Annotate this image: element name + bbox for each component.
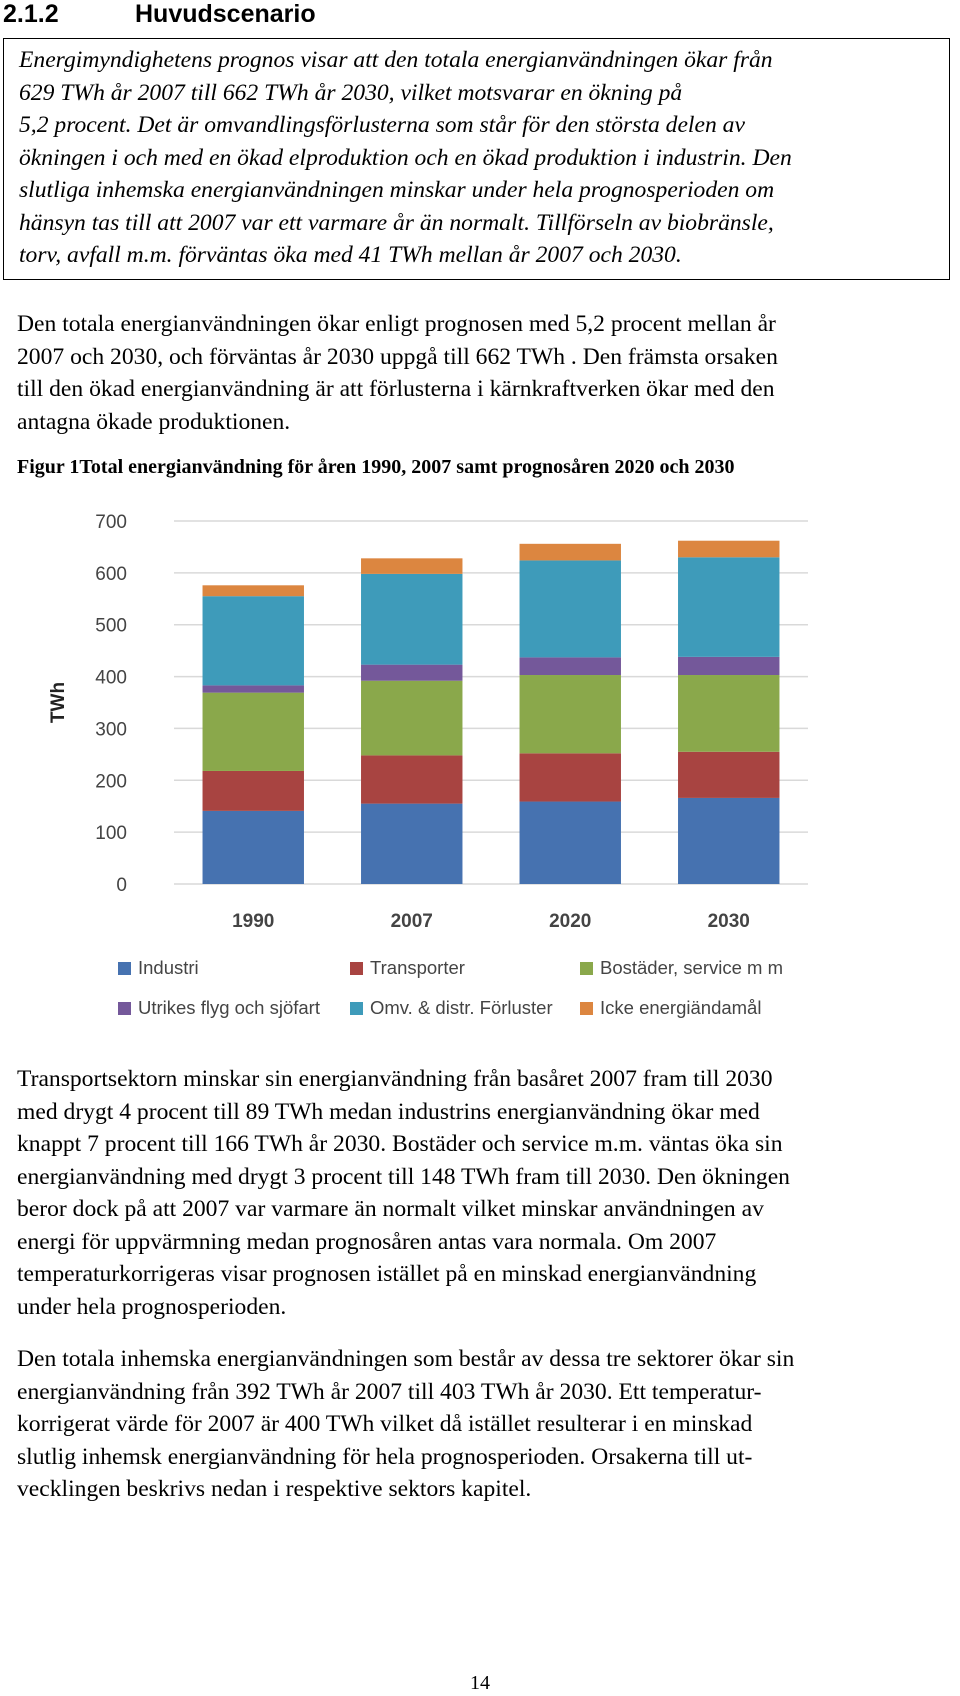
- legend-label: Industri: [138, 957, 199, 978]
- section-number: 2.1.2: [3, 0, 59, 28]
- bar-segment: [678, 557, 780, 657]
- bar-segment: [202, 692, 304, 771]
- bar-segment: [519, 560, 621, 658]
- bar-segment: [678, 540, 780, 558]
- paragraph-line: Den totala inhemska energianvändningen s…: [17, 1346, 795, 1372]
- x-tick-label: 2030: [708, 911, 750, 932]
- paragraph-line: under hela prognosperioden.: [17, 1293, 287, 1320]
- legend-swatch: [580, 1002, 593, 1015]
- bar-segment: [361, 755, 463, 804]
- y-axis-label: TWh: [48, 682, 69, 723]
- paragraph-line: antagna ökade produktionen.: [17, 408, 291, 435]
- summary-line: hänsyn tas till att 2007 var ett varmare…: [19, 209, 774, 236]
- x-tick-label: 2020: [549, 911, 591, 932]
- legend-label: Icke energiändamål: [600, 997, 761, 1018]
- bar-segment: [202, 685, 304, 693]
- y-tick-label: 200: [95, 771, 127, 792]
- bar-segment: [361, 680, 463, 756]
- y-tick-label: 0: [116, 875, 127, 896]
- summary-line: torv, avfall m.m. förväntas öka med 41 T…: [19, 242, 682, 268]
- bar-segment: [361, 558, 463, 574]
- summary-line: Energimyndighetens prognos visar att den…: [19, 47, 773, 73]
- legend-label: Bostäder, service m m: [600, 957, 783, 978]
- summary-line: slutliga inhemska energianvändningen min…: [19, 177, 775, 203]
- y-tick-label: 600: [95, 564, 127, 585]
- legend-swatch: [118, 962, 131, 975]
- page-number: 14: [470, 1672, 490, 1694]
- paragraph-line: beror dock på att 2007 var varmare än no…: [17, 1196, 764, 1222]
- paragraph-line: temperaturkorrigeras visar prognosen ist…: [17, 1261, 757, 1287]
- section-title: Huvudscenario: [135, 0, 316, 28]
- bar-segment: [519, 657, 621, 676]
- x-tick-label: 2007: [391, 911, 433, 932]
- figure-caption: Figur 1Total energianvändning för åren 1…: [17, 456, 735, 478]
- bar-segment: [202, 810, 304, 884]
- legend-label: Omv. & distr. Förluster: [370, 997, 553, 1018]
- summary-line: 629 TWh år 2007 till 662 TWh år 2030, vi…: [19, 79, 683, 106]
- paragraph-line: Den totala energianvändningen ökar enlig…: [17, 311, 776, 337]
- bar-segment: [678, 675, 780, 752]
- legend-label: Transporter: [370, 957, 465, 978]
- y-tick-label: 500: [95, 616, 127, 637]
- stacked-bar-chart: 0 100 200 300 400 500 600 700 TWh 1990 2007 2020 203…: [48, 512, 808, 1018]
- paragraph-line: slutlig inhemsk energianvändning för hel…: [17, 1443, 753, 1470]
- bar-segment: [361, 573, 463, 665]
- paragraph-line: med drygt 4 procent till 89 TWh medan in…: [17, 1098, 760, 1125]
- paragraph-1: Den totala energianvändningen ökar enlig…: [17, 308, 947, 438]
- paragraph-3: Transportsektorn minskar sin energianvän…: [17, 1063, 947, 1323]
- paragraph-4: Den totala inhemska energianvändningen s…: [17, 1343, 947, 1506]
- y-tick-label: 700: [95, 512, 127, 533]
- legend-label: Utrikes flyg och sjöfart: [138, 997, 320, 1018]
- legend-swatch: [350, 962, 363, 975]
- paragraph-line: korrigerat värde för 2007 är 400 TWh vil…: [17, 1411, 753, 1437]
- bar-segment: [519, 753, 621, 802]
- bar-segment: [202, 770, 304, 811]
- paragraph-line: Transportsektorn minskar sin energianvän…: [17, 1066, 773, 1092]
- paragraph-line: knappt 7 procent till 166 TWh år 2030. B…: [17, 1131, 783, 1157]
- bar-segment: [202, 585, 304, 597]
- bar-segment: [361, 664, 463, 681]
- paragraph-line: vecklingen beskrivs nedan i respektive s…: [17, 1476, 532, 1502]
- summary-line: ökningen i och med en ökad elproduktion …: [19, 144, 792, 171]
- paragraph-line: till den ökad energianvändning är att fö…: [17, 376, 775, 402]
- summary-line: 5,2 procent. Det är omvandlingsförluster…: [19, 112, 745, 138]
- bar-segment: [361, 803, 463, 884]
- paragraph-line: 2007 och 2030, och förväntas år 2030 upp…: [17, 343, 778, 370]
- paragraph-line: energianvändning med drygt 3 procent til…: [17, 1163, 790, 1190]
- paragraph-line: energianvändning från 392 TWh år 2007 ti…: [17, 1378, 762, 1405]
- legend-swatch: [580, 962, 593, 975]
- summary-box: Energimyndighetens prognos visar att den…: [3, 38, 950, 280]
- section-heading: 2.1.2 Huvudscenario: [3, 0, 316, 28]
- bar-segment: [678, 797, 780, 884]
- bar-segment: [678, 656, 780, 676]
- legend-swatch: [118, 1002, 131, 1015]
- bar-segment: [202, 596, 304, 686]
- y-tick-label: 300: [95, 719, 127, 740]
- bar-segment: [519, 675, 621, 754]
- y-tick-label: 100: [95, 823, 127, 844]
- legend-swatch: [350, 1002, 363, 1015]
- bar-segment: [678, 751, 780, 798]
- bar-segment: [519, 801, 621, 884]
- paragraph-line: energi för uppvärmning medan prognosåren…: [17, 1228, 717, 1255]
- x-tick-label: 1990: [232, 911, 274, 932]
- bar-segment: [519, 543, 621, 561]
- y-tick-label: 400: [95, 668, 127, 689]
